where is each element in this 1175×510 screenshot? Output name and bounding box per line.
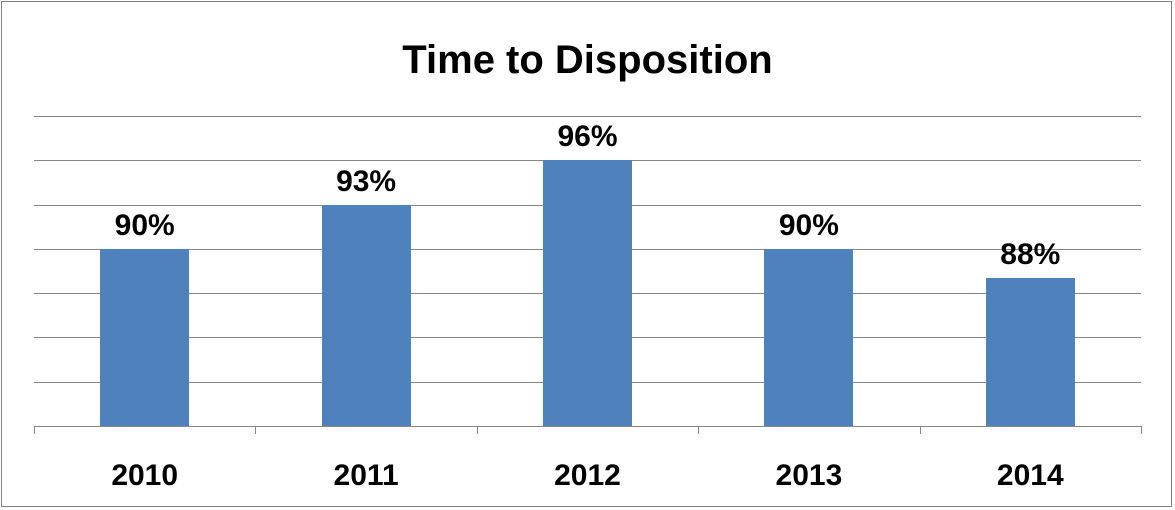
bar-2013 xyxy=(764,249,853,426)
x-axis: 2010 2011 2012 2013 2014 xyxy=(34,426,1142,492)
bars xyxy=(100,160,1075,426)
bar-2014 xyxy=(986,278,1075,426)
bar-2012 xyxy=(543,160,632,426)
x-tick-label-2012: 2012 xyxy=(554,459,621,492)
data-label-2010: 90% xyxy=(115,209,175,242)
chart-title: Time to Disposition xyxy=(402,38,773,82)
data-label-2012: 96% xyxy=(557,120,617,153)
bar-2011 xyxy=(322,205,411,426)
x-tick-label-2011: 2011 xyxy=(334,459,399,492)
data-label-2013: 90% xyxy=(779,209,839,242)
x-tick-label-2014: 2014 xyxy=(997,459,1064,492)
data-labels: 90% 93% 96% 90% 88% xyxy=(115,120,1061,271)
data-label-2011: 93% xyxy=(336,165,396,198)
data-label-2014: 88% xyxy=(1000,238,1060,271)
bar-2010 xyxy=(100,249,189,426)
x-tick-label-2010: 2010 xyxy=(111,459,178,492)
x-tick-label-2013: 2013 xyxy=(776,459,843,492)
